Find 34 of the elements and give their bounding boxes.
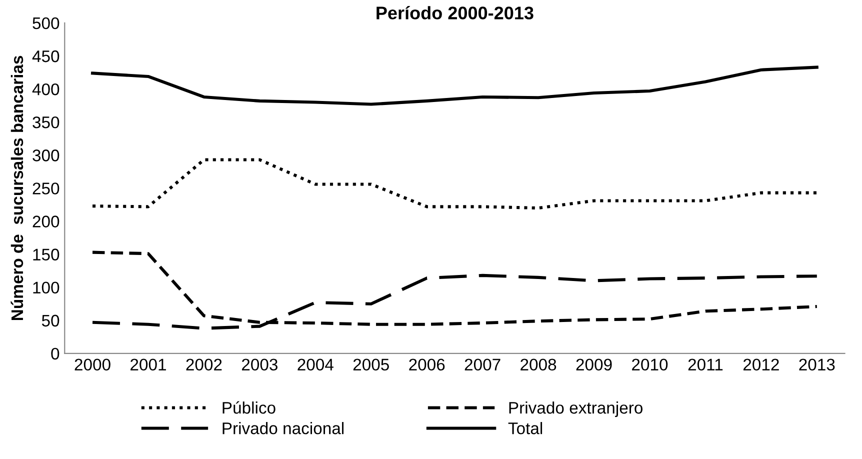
x-tick-label: 2013 bbox=[799, 358, 835, 371]
y-tick-label: 350 bbox=[32, 116, 60, 128]
x-tick-label: 2004 bbox=[298, 358, 334, 371]
y-tick-label: 100 bbox=[33, 282, 60, 294]
y-tick-label: 200 bbox=[32, 216, 60, 228]
y-tick-label: 0 bbox=[51, 348, 60, 360]
legend-label: Privado nacional bbox=[222, 422, 344, 434]
legend-label: Total bbox=[508, 422, 542, 434]
x-tick-label: 2000 bbox=[74, 358, 110, 371]
x-tick-label: 2010 bbox=[632, 358, 668, 371]
x-tick-label: 2011 bbox=[688, 358, 723, 371]
x-tick-label: 2003 bbox=[242, 358, 278, 371]
x-tick-label: 2002 bbox=[186, 358, 222, 371]
y-tick-label: 500 bbox=[32, 17, 60, 30]
y-tick-label: 50 bbox=[42, 314, 60, 327]
x-tick-label: 2008 bbox=[520, 358, 556, 371]
y-axis-title: Número de sucursales bancarias bbox=[10, 56, 24, 320]
legend-label: Privado extranjero bbox=[509, 401, 643, 418]
x-tick-label: 2007 bbox=[464, 358, 500, 371]
legend-label: Público bbox=[222, 401, 276, 414]
y-tick-label: 250 bbox=[32, 182, 60, 194]
chart-title: Período 2000-2013 bbox=[376, 6, 534, 20]
y-tick-label: 300 bbox=[32, 150, 60, 162]
x-tick-label: 2012 bbox=[743, 358, 779, 371]
y-tick-label: 400 bbox=[32, 83, 60, 96]
y-tick-label: 450 bbox=[32, 50, 60, 62]
x-tick-label: 2005 bbox=[353, 358, 389, 371]
line-series bbox=[90, 250, 818, 326]
line-series bbox=[90, 158, 818, 210]
x-tick-label: 2006 bbox=[409, 358, 445, 371]
x-tick-label: 2009 bbox=[576, 358, 612, 371]
x-tick-label: 2001 bbox=[130, 358, 166, 371]
y-tick-label: 150 bbox=[33, 248, 60, 260]
line-series bbox=[90, 66, 818, 106]
